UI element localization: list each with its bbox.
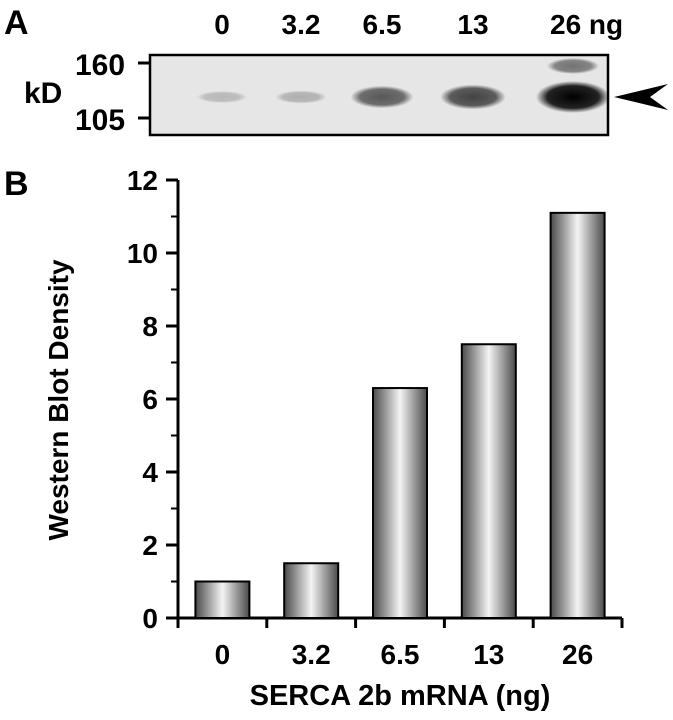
panel-a-label: A bbox=[4, 4, 29, 42]
x-tick-label: 26 bbox=[562, 639, 593, 670]
kd-unit-label: kD bbox=[24, 77, 62, 110]
arrowhead-icon bbox=[614, 84, 668, 110]
y-tick-label: 0 bbox=[142, 603, 158, 634]
x-tick-label: 6.5 bbox=[381, 639, 420, 670]
chart-axes: 0 2 4 6 8 10 12 0 3.2 6.5 13 26 bbox=[127, 165, 624, 670]
chart-bars bbox=[194, 211, 606, 619]
x-tick-label: 3.2 bbox=[292, 639, 331, 670]
blot-band-smear bbox=[547, 58, 599, 74]
y-tick-label: 2 bbox=[142, 530, 158, 561]
bar bbox=[194, 580, 251, 619]
y-axis-label: Western Blot Density bbox=[43, 259, 74, 541]
x-axis-label: SERCA 2b mRNA (ng) bbox=[250, 680, 551, 712]
blot-bands bbox=[196, 58, 610, 113]
blot-band bbox=[196, 91, 248, 103]
lane-label: 0 bbox=[214, 9, 230, 40]
lane-labels: 0 3.2 6.5 13 26 ng bbox=[214, 9, 623, 40]
y-tick-label: 6 bbox=[142, 384, 158, 415]
x-tick-label: 0 bbox=[215, 639, 231, 670]
bar bbox=[372, 387, 428, 619]
blot-band bbox=[350, 85, 414, 109]
blot-band bbox=[440, 84, 506, 110]
y-tick-label: 10 bbox=[127, 238, 158, 269]
lane-label: 3.2 bbox=[282, 9, 321, 40]
y-tick-label: 4 bbox=[142, 457, 158, 488]
panel-b-label: B bbox=[4, 165, 29, 203]
blot-band bbox=[275, 90, 327, 104]
y-tick-label: 12 bbox=[127, 165, 158, 196]
bar bbox=[460, 343, 517, 619]
marker-160: 160 bbox=[75, 49, 125, 82]
marker-105: 105 bbox=[75, 104, 125, 137]
y-tick-label: 8 bbox=[142, 311, 158, 342]
lane-label: 26 ng bbox=[550, 9, 623, 40]
x-tick-label: 13 bbox=[473, 639, 504, 670]
lane-label: 6.5 bbox=[363, 9, 402, 40]
bar bbox=[283, 562, 340, 619]
lane-label: 13 bbox=[457, 9, 488, 40]
bar bbox=[549, 211, 606, 619]
blot-band bbox=[536, 81, 610, 113]
